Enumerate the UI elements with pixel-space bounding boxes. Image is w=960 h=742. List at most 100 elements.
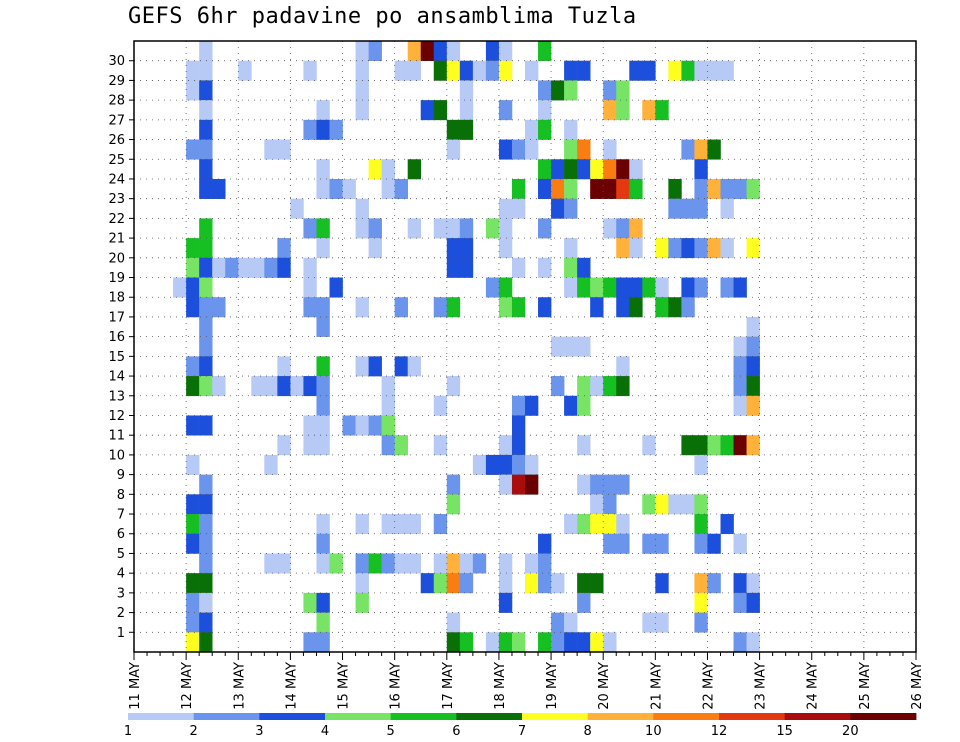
cell-m4-c31 bbox=[538, 553, 552, 574]
cell-m19-c8 bbox=[238, 257, 252, 278]
cell-m7-c42 bbox=[681, 494, 695, 515]
cell-m21-c14 bbox=[316, 218, 330, 239]
cell-m10-c39 bbox=[642, 435, 656, 456]
cell-m10-c19 bbox=[381, 435, 395, 456]
legend-label-7: 8 bbox=[584, 724, 592, 739]
cell-m14-c17 bbox=[355, 356, 369, 377]
cell-m25-c42 bbox=[681, 139, 695, 160]
cell-m20-c38 bbox=[629, 238, 643, 259]
cell-m4-c24 bbox=[446, 553, 461, 574]
legend-label-5: 6 bbox=[452, 724, 460, 739]
cell-m23-c32 bbox=[551, 178, 565, 199]
cell-m30-c27 bbox=[485, 41, 500, 62]
y-tick-label-9: 9 bbox=[117, 468, 125, 483]
chart-title: GEFS 6hr padavine po ansamblima Tuzla bbox=[128, 4, 637, 29]
y-tick-label-18: 18 bbox=[108, 291, 125, 306]
cell-m18-c3 bbox=[173, 277, 187, 298]
cell-m24-c36 bbox=[603, 159, 617, 180]
cell-m17-c6 bbox=[212, 297, 226, 318]
cell-m27-c14 bbox=[316, 100, 330, 121]
cell-m17-c37 bbox=[616, 297, 630, 318]
cell-m4-c25 bbox=[459, 553, 474, 574]
cell-m0-c47 bbox=[746, 632, 760, 653]
cell-m5-c39 bbox=[642, 533, 656, 554]
cell-m13-c24 bbox=[446, 376, 461, 397]
cell-m30-c24 bbox=[446, 41, 461, 62]
cell-m29-c21 bbox=[407, 60, 422, 81]
x-tick-label-10: 21 MAY bbox=[649, 662, 664, 710]
cell-m3-c31 bbox=[538, 573, 552, 594]
cell-m12-c29 bbox=[511, 395, 526, 416]
legend-swatch-9 bbox=[719, 713, 786, 720]
cell-m19-c24 bbox=[446, 257, 461, 278]
cell-m21-c21 bbox=[407, 218, 422, 239]
cell-m10-c13 bbox=[303, 435, 317, 456]
x-tick-label-0: 11 MAY bbox=[128, 662, 143, 710]
cell-m6-c19 bbox=[381, 514, 395, 535]
cell-m3-c35 bbox=[590, 573, 604, 594]
cell-m13-c19 bbox=[381, 376, 395, 397]
cell-m0-c27 bbox=[485, 632, 500, 653]
cell-m20-c42 bbox=[681, 238, 695, 259]
cell-m25-c44 bbox=[707, 139, 721, 160]
cell-m2-c5 bbox=[199, 592, 213, 613]
cell-m2-c14 bbox=[316, 592, 330, 613]
legend-swatch-2 bbox=[259, 713, 326, 720]
cell-m0-c29 bbox=[511, 632, 526, 653]
cell-m0-c33 bbox=[564, 632, 578, 653]
cell-m29-c41 bbox=[668, 60, 682, 81]
x-tick-label-9: 20 MAY bbox=[597, 662, 612, 710]
cell-m10-c34 bbox=[577, 435, 591, 456]
y-tick-label-30: 30 bbox=[108, 54, 125, 69]
cell-m28-c17 bbox=[355, 80, 369, 101]
cell-m19-c10 bbox=[264, 257, 278, 278]
cell-m21-c27 bbox=[485, 218, 500, 239]
cell-m21-c31 bbox=[538, 218, 552, 239]
cell-m17-c40 bbox=[655, 297, 669, 318]
cell-m11-c18 bbox=[368, 415, 382, 436]
cell-m26-c25 bbox=[459, 119, 474, 140]
cell-m2-c43 bbox=[694, 592, 708, 613]
cell-m6-c5 bbox=[199, 514, 213, 535]
y-tick-label-26: 26 bbox=[108, 133, 125, 148]
cell-m5-c37 bbox=[616, 533, 630, 554]
cell-m23-c29 bbox=[511, 178, 526, 199]
legend-swatch-7 bbox=[587, 713, 654, 720]
cell-m18-c33 bbox=[564, 277, 578, 298]
cell-m12-c14 bbox=[316, 395, 330, 416]
cell-m3-c23 bbox=[433, 573, 448, 594]
cell-m11-c4 bbox=[186, 415, 200, 436]
legend-label-3: 4 bbox=[321, 724, 329, 739]
cell-m17-c29 bbox=[511, 297, 526, 318]
cell-m9-c4 bbox=[186, 454, 200, 475]
cell-m17-c17 bbox=[355, 297, 369, 318]
cell-m5-c40 bbox=[655, 533, 669, 554]
y-tick-label-24: 24 bbox=[108, 172, 125, 187]
cell-m8-c37 bbox=[616, 474, 630, 495]
cell-m23-c15 bbox=[329, 178, 343, 199]
cell-m18-c15 bbox=[329, 277, 343, 298]
cell-m20-c41 bbox=[668, 238, 682, 259]
cell-m6-c35 bbox=[590, 514, 604, 535]
cell-m21-c23 bbox=[433, 218, 448, 239]
cell-m30-c31 bbox=[538, 41, 552, 62]
dotted-grid bbox=[134, 41, 916, 652]
cell-m30-c5 bbox=[199, 41, 213, 62]
cell-m29-c4 bbox=[186, 60, 200, 81]
cell-m28-c36 bbox=[603, 80, 617, 101]
cell-m17-c4 bbox=[186, 297, 200, 318]
cell-m15-c32 bbox=[551, 336, 565, 357]
cell-m9-c27 bbox=[485, 454, 500, 475]
cell-m20-c4 bbox=[186, 238, 200, 259]
cell-m7-c39 bbox=[642, 494, 656, 515]
cell-m19-c11 bbox=[277, 257, 291, 278]
cell-m13-c13 bbox=[303, 376, 317, 397]
y-tick-label-14: 14 bbox=[108, 370, 125, 385]
cell-m23-c41 bbox=[668, 178, 682, 199]
cell-m14-c47 bbox=[746, 356, 760, 377]
cell-m18-c36 bbox=[603, 277, 617, 298]
legend-label-11: 20 bbox=[842, 724, 859, 739]
cell-m10-c20 bbox=[394, 435, 408, 456]
cell-m22-c12 bbox=[290, 198, 304, 219]
cell-m13-c47 bbox=[746, 376, 760, 397]
